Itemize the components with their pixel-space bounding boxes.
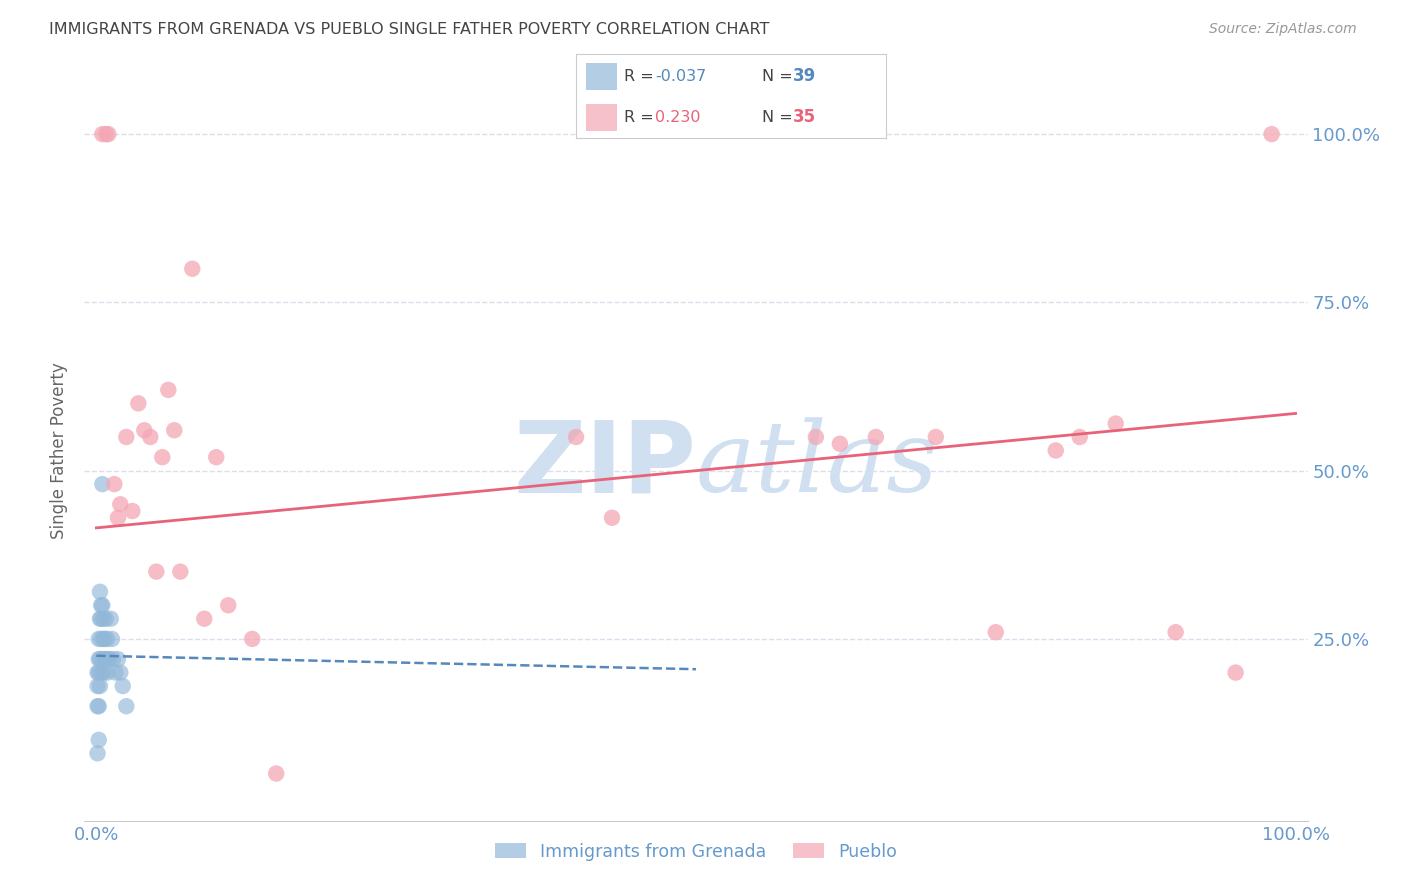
Point <box>91 599 114 613</box>
Point <box>1045 443 1067 458</box>
Point <box>91 477 114 491</box>
Point <box>96 665 118 680</box>
Point <box>121 504 143 518</box>
Point <box>101 632 124 646</box>
Point <box>1105 417 1128 431</box>
Point <box>93 652 117 666</box>
Point <box>93 665 115 680</box>
Point <box>96 632 118 646</box>
Point <box>87 652 110 666</box>
Point <box>86 665 108 680</box>
Point <box>89 652 111 666</box>
Point <box>111 679 134 693</box>
Bar <box>586 104 617 131</box>
Point <box>104 665 127 680</box>
Point <box>984 625 1007 640</box>
Point <box>925 430 948 444</box>
Point <box>865 430 887 444</box>
Text: IMMIGRANTS FROM GRENADA VS PUEBLO SINGLE FATHER POVERTY CORRELATION CHART: IMMIGRANTS FROM GRENADA VS PUEBLO SINGLE… <box>49 22 769 37</box>
Point <box>91 127 114 141</box>
Point <box>150 450 173 465</box>
Point <box>107 510 129 524</box>
Point <box>565 430 588 444</box>
Point <box>115 699 138 714</box>
Point <box>94 127 117 141</box>
Point <box>217 599 239 613</box>
Point <box>98 652 121 666</box>
Point <box>1069 430 1091 444</box>
Point <box>169 565 191 579</box>
Point <box>163 423 186 437</box>
Point <box>90 665 112 680</box>
Text: Source: ZipAtlas.com: Source: ZipAtlas.com <box>1209 22 1357 37</box>
Point <box>103 477 125 491</box>
Point <box>90 632 112 646</box>
Point <box>110 497 132 511</box>
Point <box>93 632 117 646</box>
Point <box>193 612 215 626</box>
Point <box>91 652 114 666</box>
Legend: Immigrants from Grenada, Pueblo: Immigrants from Grenada, Pueblo <box>488 836 904 868</box>
Point <box>101 652 124 666</box>
Point <box>139 430 162 444</box>
Point <box>89 612 111 626</box>
Point <box>86 679 108 693</box>
Point <box>87 699 110 714</box>
Text: 39: 39 <box>793 68 817 86</box>
Point <box>115 430 138 444</box>
Point <box>94 652 117 666</box>
Point <box>600 510 623 524</box>
Point <box>90 599 112 613</box>
Text: R =: R = <box>624 69 659 84</box>
Point <box>181 261 204 276</box>
Point <box>1260 127 1282 141</box>
Text: N =: N = <box>762 69 799 84</box>
Point <box>240 632 263 646</box>
Point <box>1164 625 1187 640</box>
Point <box>804 430 827 444</box>
Point <box>89 679 111 693</box>
Point <box>107 652 129 666</box>
Point <box>86 747 108 761</box>
Point <box>157 383 180 397</box>
Text: 0.230: 0.230 <box>655 110 700 125</box>
Point <box>87 732 110 747</box>
Point <box>87 632 110 646</box>
Point <box>264 766 287 780</box>
Point <box>828 436 851 450</box>
Text: R =: R = <box>624 110 659 125</box>
Point <box>127 396 149 410</box>
Point <box>87 665 110 680</box>
Point <box>100 612 122 626</box>
Point <box>86 699 108 714</box>
Point <box>97 652 120 666</box>
Point <box>145 565 167 579</box>
Point <box>97 127 120 141</box>
Text: 35: 35 <box>793 108 815 126</box>
Y-axis label: Single Father Poverty: Single Father Poverty <box>51 362 69 539</box>
Point <box>134 423 156 437</box>
Text: -0.037: -0.037 <box>655 69 707 84</box>
Point <box>93 612 115 626</box>
Point <box>89 584 111 599</box>
Point <box>94 612 117 626</box>
Text: ZIP: ZIP <box>513 417 696 514</box>
Bar <box>586 62 617 90</box>
Point <box>93 632 115 646</box>
Text: atlas: atlas <box>696 417 939 513</box>
Point <box>110 665 132 680</box>
Text: N =: N = <box>762 110 799 125</box>
Point <box>1225 665 1247 680</box>
Point <box>205 450 228 465</box>
Point <box>90 612 112 626</box>
